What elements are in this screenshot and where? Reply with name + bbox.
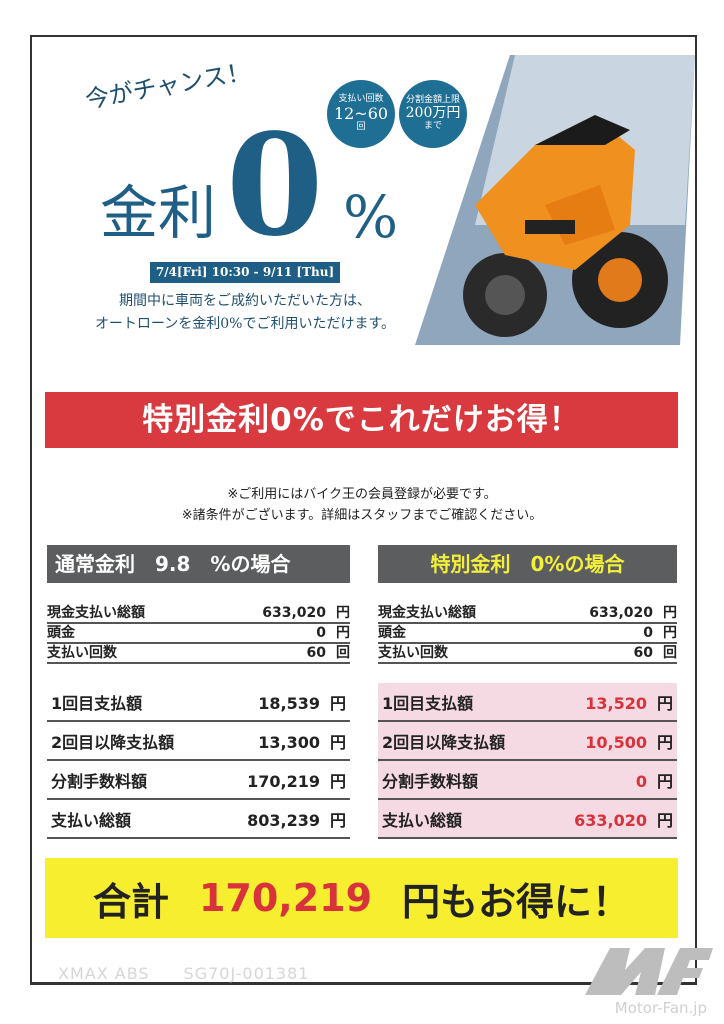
row-unit: 円 — [329, 732, 346, 752]
row-unit: 円 — [336, 605, 350, 621]
table-row: 分割手数料額 170,219 円 — [47, 761, 350, 800]
table-row: 分割手数料額 0 円 — [378, 761, 677, 800]
row-unit: 円 — [656, 732, 673, 752]
row-unit: 円 — [656, 810, 673, 830]
row-value: 803,239 — [247, 810, 320, 830]
row-label: 2回目以降支払額 — [51, 732, 175, 752]
table-row: 現金支払い総額 633,020 円 — [47, 604, 350, 624]
badge-sub: まで — [423, 120, 442, 131]
badge-sub: 回 — [356, 121, 366, 132]
row-value: 13,300 — [258, 732, 320, 752]
badge-payment-count: 支払い回数 12~60 回 — [327, 80, 395, 148]
flyer-frame — [30, 35, 697, 985]
total-suffix: 円もお得に！ — [402, 879, 631, 924]
table-row: 支払い回数 60 回 — [47, 644, 350, 664]
row-label: 1回目支払額 — [382, 693, 474, 713]
row-value: 633,020 — [262, 605, 326, 621]
row-value: 633,020 — [589, 605, 653, 621]
note-membership: ※ご利用にはバイク王の会員登録が必要です。 — [227, 487, 497, 502]
row-label: 支払い総額 — [51, 810, 132, 830]
row-label: 分割手数料額 — [51, 771, 148, 791]
motorcycle-image — [415, 55, 695, 345]
row-value: 0 — [635, 771, 647, 791]
table-row: 現金支払い総額 633,020 円 — [378, 604, 677, 624]
row-value: 0 — [643, 625, 653, 641]
table-row: 頭金 0 円 — [378, 624, 677, 644]
logo-mark-icon — [585, 948, 713, 995]
row-label: 1回目支払額 — [51, 693, 143, 713]
motor-fan-logo: Motor-Fan.jp — [585, 940, 715, 1020]
model-watermark: XMAX ABS SG70J-001381 — [58, 964, 310, 983]
savings-banner: 合計 170,219 円もお得に！ — [45, 858, 678, 938]
zero-figure: 0 — [226, 104, 324, 268]
badge-loan-limit: 分割金額上限 200万円 まで — [399, 80, 467, 148]
total-prefix: 合計 — [92, 879, 169, 924]
normal-basic-table: 現金支払い総額 633,020 円 頭金 0 円 支払い回数 60 回 — [47, 604, 350, 664]
total-savings-amount: 170,219 — [198, 876, 373, 920]
badge-big: 200万円 — [405, 105, 461, 122]
row-unit: 円 — [663, 605, 677, 621]
normal-rate-header: 通常金利 9.8 %の場合 — [47, 545, 350, 583]
logo-text: Motor-Fan.jp — [614, 999, 707, 1017]
percent-sign: % — [343, 183, 399, 251]
table-row: 支払い総額 803,239 円 — [47, 800, 350, 839]
table-row: 2回目以降支払額 13,300 円 — [47, 722, 350, 761]
normal-payment-table: 1回目支払額 18,539 円 2回目以降支払額 13,300 円 分割手数料額 170,… — [47, 683, 350, 839]
badge-big: 12~60 — [333, 104, 389, 124]
row-value: 13,520 — [585, 693, 647, 713]
kinri-label: 金利 — [100, 179, 217, 247]
table-row: 頭金 0 円 — [47, 624, 350, 644]
row-unit: 円 — [329, 810, 346, 830]
special-rate-header: 特別金利 0%の場合 — [378, 545, 677, 583]
description-line-1: 期間中に車両をご成約いただいた方は、 — [119, 293, 371, 309]
row-value: 60 — [306, 645, 326, 661]
special-basic-table: 現金支払い総額 633,020 円 頭金 0 円 支払い回数 60 回 — [378, 604, 677, 664]
row-unit: 円 — [329, 771, 346, 791]
row-label: 頭金 — [47, 625, 75, 641]
row-value: 170,219 — [247, 771, 320, 791]
badge-small: 分割金額上限 — [405, 95, 460, 106]
note-conditions: ※諸条件がございます。詳細はスタッフまでご確認ください。 — [181, 508, 543, 523]
special-rate-banner: 特別金利0%でこれだけお得！ — [45, 392, 678, 448]
campaign-period: 7/4[Fri] 10:30 - 9/11 [Thu] — [150, 262, 340, 283]
row-value: 10,500 — [585, 732, 647, 752]
row-value: 633,020 — [574, 810, 647, 830]
row-label: 2回目以降支払額 — [382, 732, 506, 752]
row-label: 支払い回数 — [47, 645, 117, 661]
table-row: 1回目支払額 13,520 円 — [378, 683, 677, 722]
row-label: 頭金 — [378, 625, 406, 641]
row-unit: 円 — [656, 693, 673, 713]
row-label: 分割手数料額 — [382, 771, 479, 791]
row-label: 現金支払い総額 — [47, 605, 145, 621]
row-value: 0 — [316, 625, 326, 641]
row-unit: 円 — [656, 771, 673, 791]
table-row: 支払い回数 60 回 — [378, 644, 677, 664]
row-value: 18,539 — [258, 693, 320, 713]
table-row: 2回目以降支払額 10,500 円 — [378, 722, 677, 761]
description-line-2: オートローンを金利0%でご利用いただけます。 — [94, 316, 396, 332]
table-row: 支払い総額 633,020 円 — [378, 800, 677, 839]
row-label: 支払い回数 — [378, 645, 448, 661]
badge-small: 支払い回数 — [338, 94, 384, 105]
row-label: 現金支払い総額 — [378, 605, 476, 621]
special-payment-table: 1回目支払額 13,520 円 2回目以降支払額 10,500 円 分割手数料額 0 円 支… — [378, 683, 677, 839]
row-value: 60 — [633, 645, 653, 661]
row-label: 支払い総額 — [382, 810, 463, 830]
row-unit: 円 — [329, 693, 346, 713]
row-unit: 円 — [663, 625, 677, 641]
table-row: 1回目支払額 18,539 円 — [47, 683, 350, 722]
row-unit: 回 — [336, 645, 350, 661]
row-unit: 回 — [663, 645, 677, 661]
row-unit: 円 — [336, 625, 350, 641]
